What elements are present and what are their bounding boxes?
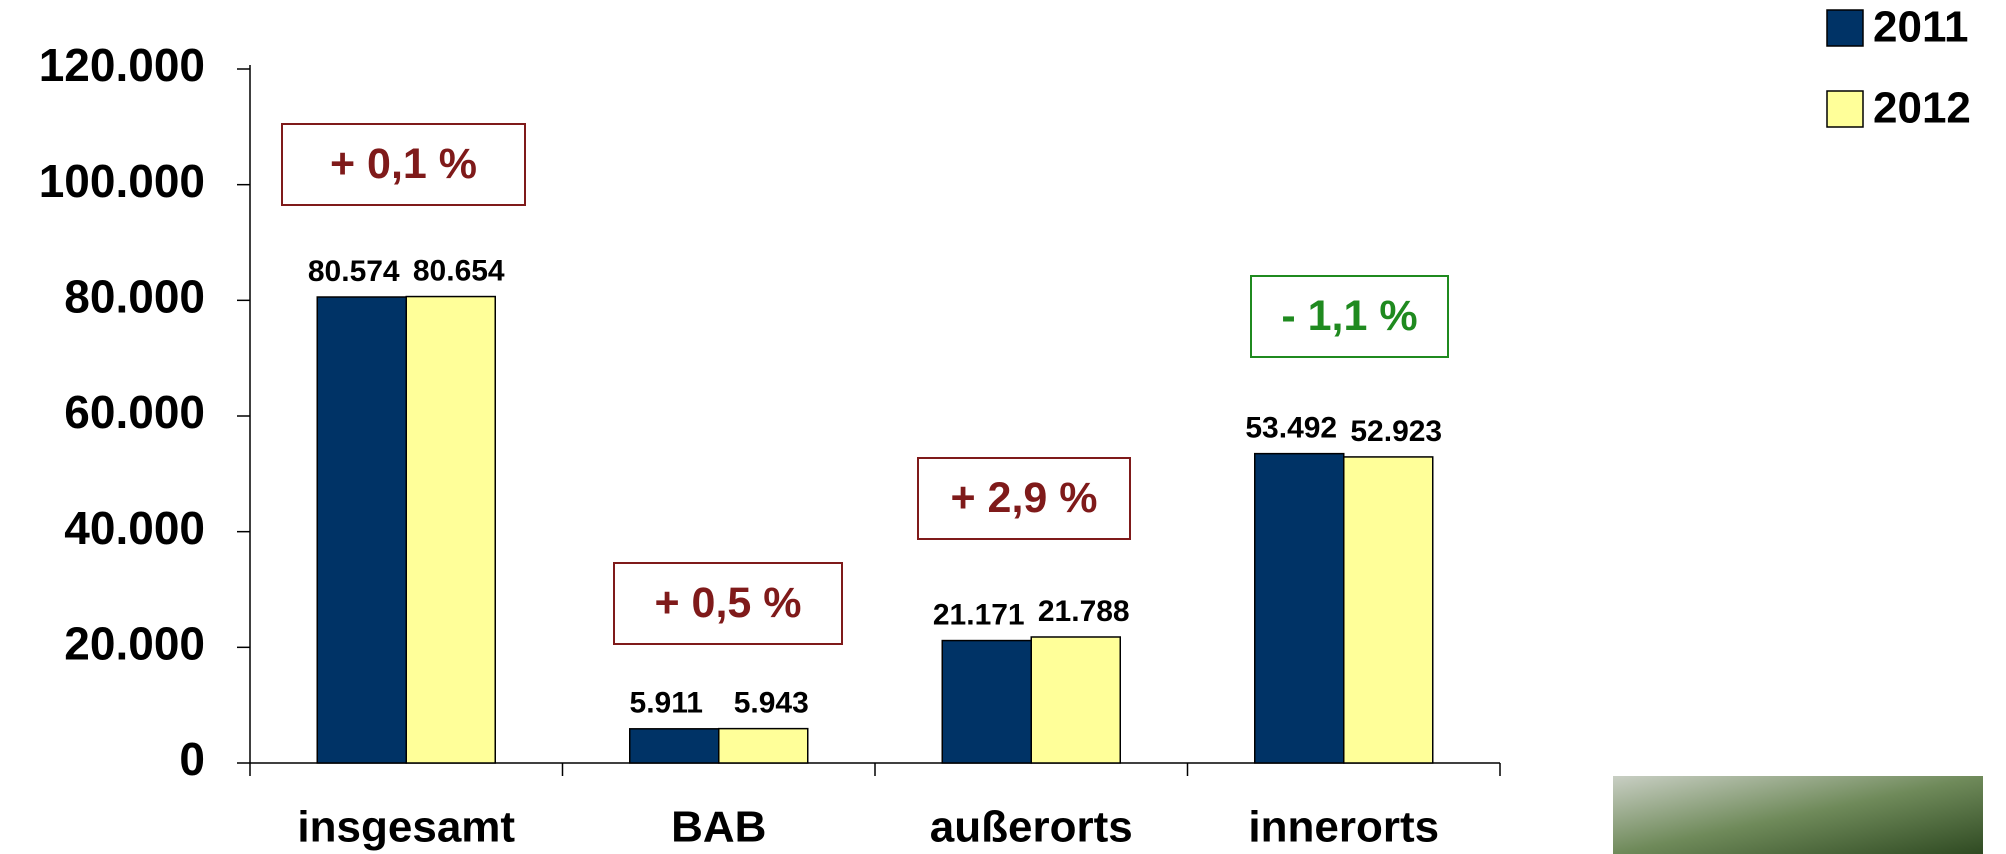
value-label: 5.943 bbox=[734, 687, 809, 720]
annotation: + 0,5 % bbox=[654, 579, 801, 627]
y-tick-label: 100.000 bbox=[39, 155, 205, 207]
x-tick-label: außerorts bbox=[930, 803, 1133, 852]
legend-swatch bbox=[1826, 9, 1864, 47]
value-label: 5.911 bbox=[630, 687, 703, 720]
bar bbox=[629, 728, 720, 764]
y-tick-label: 80.000 bbox=[64, 270, 205, 322]
bar bbox=[405, 295, 496, 764]
legend-label: 2011 bbox=[1873, 3, 1968, 52]
y-tick-label: 40.000 bbox=[64, 502, 205, 554]
x-tick-label: BAB bbox=[671, 803, 766, 852]
y-tick-label: 120.000 bbox=[39, 39, 205, 91]
bar bbox=[941, 639, 1032, 764]
annotation-box bbox=[281, 123, 526, 206]
x-tick-label: insgesamt bbox=[297, 803, 515, 852]
bar bbox=[718, 727, 809, 764]
value-label: 52.923 bbox=[1350, 415, 1442, 448]
annotation-box bbox=[613, 562, 843, 645]
bar bbox=[1254, 452, 1345, 764]
bar bbox=[1343, 456, 1434, 764]
annotation: + 0,1 % bbox=[330, 140, 477, 188]
annotation-box bbox=[1250, 275, 1449, 358]
y-tick-label: 60.000 bbox=[64, 386, 205, 438]
bar bbox=[1030, 636, 1121, 764]
annotation-box bbox=[917, 457, 1131, 540]
photo bbox=[1613, 776, 1983, 854]
annotation: + 2,9 % bbox=[950, 474, 1097, 522]
annotation: - 1,1 % bbox=[1281, 292, 1417, 340]
value-label: 21.171 bbox=[933, 598, 1025, 631]
y-tick-label: 20.000 bbox=[64, 617, 205, 669]
value-label: 80.574 bbox=[308, 255, 400, 288]
x-tick-label: innerorts bbox=[1248, 803, 1439, 852]
bar bbox=[316, 296, 407, 764]
value-label: 80.654 bbox=[413, 254, 505, 287]
y-tick-label: 0 bbox=[179, 733, 205, 785]
value-label: 53.492 bbox=[1245, 412, 1337, 445]
legend-label: 2012 bbox=[1873, 84, 1971, 133]
legend-swatch bbox=[1826, 90, 1864, 128]
value-label: 21.788 bbox=[1038, 595, 1130, 628]
